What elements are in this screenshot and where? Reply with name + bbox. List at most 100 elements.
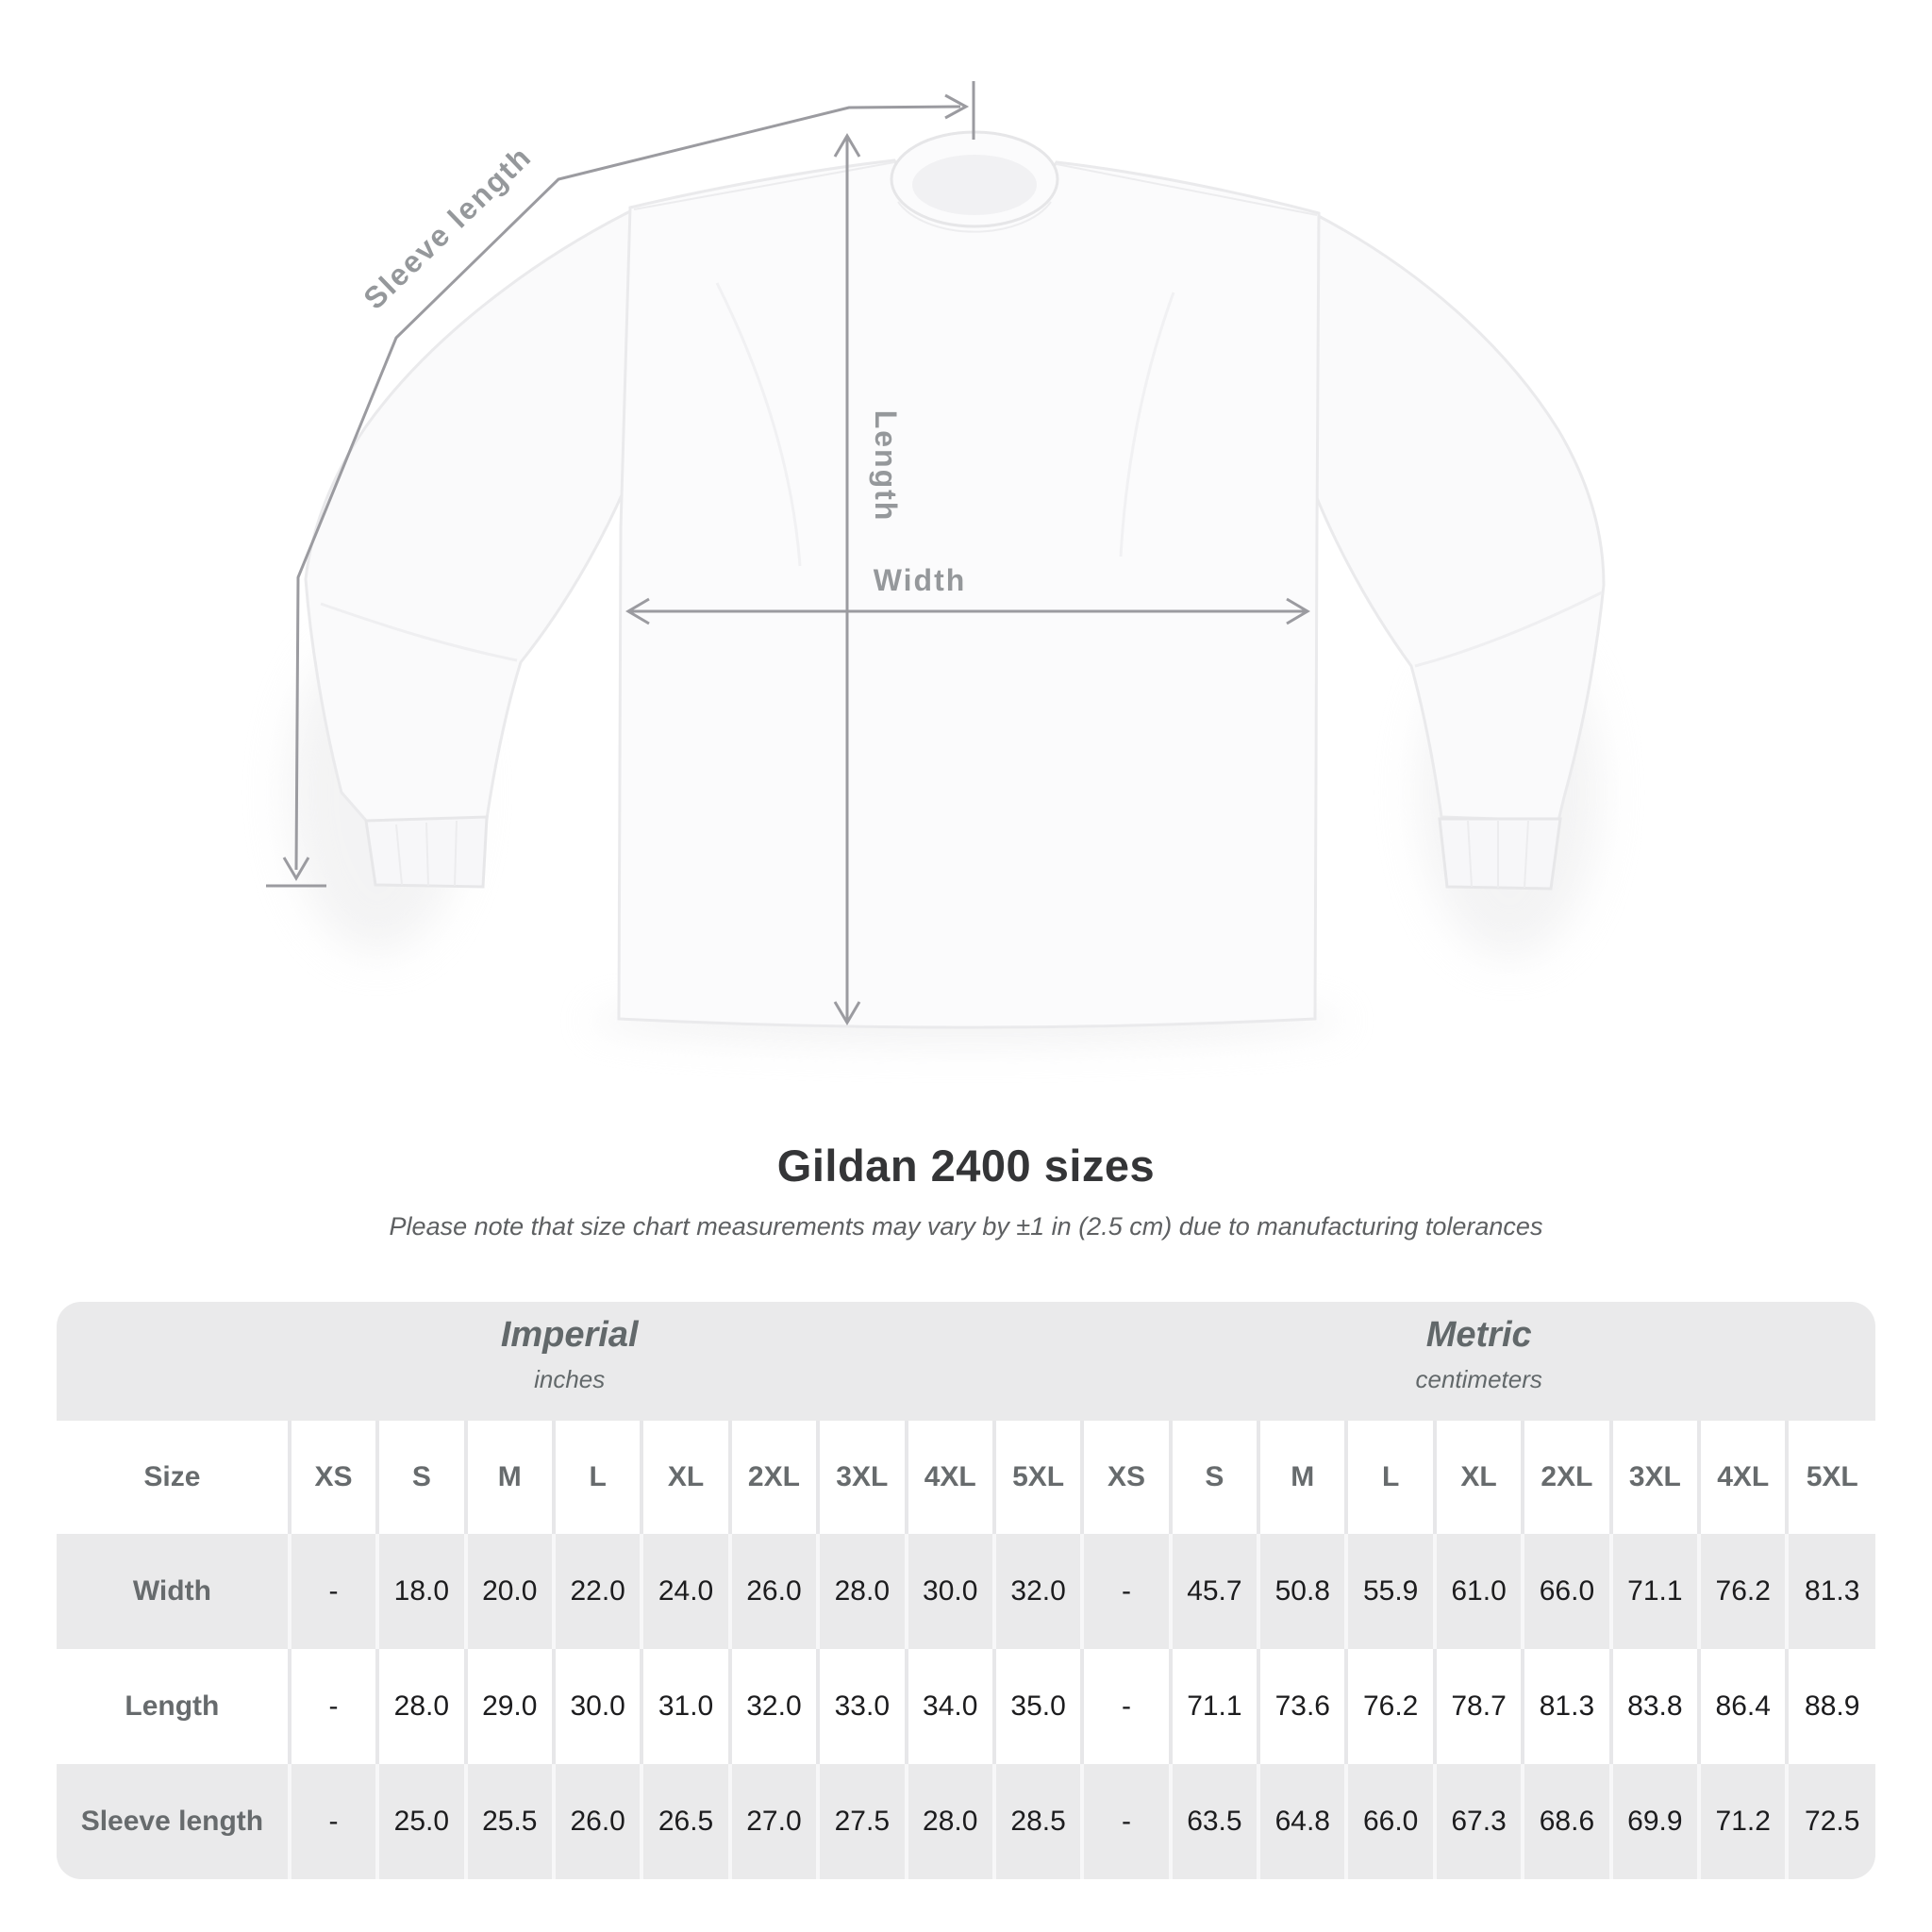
size-cell: - (287, 1534, 378, 1649)
size-cell: 27.5 (816, 1764, 907, 1879)
width-label: Width (874, 563, 967, 597)
size-cell: 76.2 (1697, 1534, 1788, 1649)
size-cell: 26.5 (640, 1764, 730, 1879)
size-cell: - (1080, 1764, 1171, 1879)
right-sleeve (1298, 210, 1606, 891)
size-cell: 18.0 (375, 1534, 466, 1649)
length-measure (833, 133, 861, 1025)
column-header: 3XL (816, 1421, 907, 1534)
size-cell: 27.0 (727, 1764, 819, 1879)
size-cell: 64.8 (1257, 1764, 1347, 1879)
size-cell: - (287, 1649, 378, 1764)
size-cell: 34.0 (904, 1649, 994, 1764)
size-cell: 32.0 (991, 1534, 1083, 1649)
column-header: 2XL (727, 1421, 819, 1534)
size-cell: 68.6 (1521, 1764, 1611, 1879)
column-header: 4XL (904, 1421, 994, 1534)
size-cell: - (287, 1764, 378, 1879)
right-cuff (1438, 817, 1562, 891)
column-header: 2XL (1521, 1421, 1611, 1534)
column-header: XS (287, 1421, 378, 1534)
size-cell: 71.2 (1697, 1764, 1788, 1879)
size-cell: 71.1 (1608, 1534, 1700, 1649)
unit-band: Imperial inches Metric centimeters (57, 1302, 1875, 1421)
column-header: XL (640, 1421, 730, 1534)
table-row: Width - 18.0 20.0 22.0 24.0 26.0 28.0 30… (57, 1534, 1875, 1649)
metric-label: Metric (1425, 1315, 1532, 1355)
column-header: L (551, 1421, 642, 1534)
size-cell: 28.0 (375, 1649, 466, 1764)
size-cell: 31.0 (640, 1649, 730, 1764)
size-cell: 28.5 (991, 1764, 1083, 1879)
size-header-row: Size XS S M L XL 2XL 3XL 4XL 5XL XS S M … (57, 1421, 1875, 1534)
size-cell: 55.9 (1344, 1534, 1435, 1649)
arrow-down-icon (282, 857, 310, 881)
column-header: 3XL (1608, 1421, 1700, 1534)
shirt-illustration: Sleeve length Length Width (266, 81, 1606, 1045)
size-cell: 71.1 (1168, 1649, 1259, 1764)
size-cell: 69.9 (1608, 1764, 1700, 1879)
size-cell: 28.0 (816, 1534, 907, 1649)
imperial-label: Imperial (500, 1315, 639, 1355)
column-header: XS (1080, 1421, 1171, 1534)
metric-group-header: Metric centimeters (1082, 1302, 1875, 1421)
arrow-up-icon (833, 133, 861, 158)
size-cell: 25.5 (463, 1764, 554, 1879)
sleeve-length-measure (266, 81, 975, 888)
column-header: 5XL (1785, 1421, 1875, 1534)
column-header: S (375, 1421, 466, 1534)
arrow-right-icon (944, 93, 970, 120)
size-column-header: Size (143, 1461, 201, 1492)
size-cell: 28.0 (904, 1764, 994, 1879)
column-header: 4XL (1697, 1421, 1788, 1534)
size-cell: 45.7 (1168, 1534, 1259, 1649)
size-cell: 30.0 (551, 1649, 642, 1764)
size-cell: 33.0 (816, 1649, 907, 1764)
size-cell: 26.0 (727, 1534, 819, 1649)
imperial-units: inches (534, 1365, 606, 1393)
size-cell: 22.0 (551, 1534, 642, 1649)
column-header: XL (1432, 1421, 1524, 1534)
arrow-right-icon (1286, 597, 1310, 625)
size-cell: 30.0 (904, 1534, 994, 1649)
size-cell: 35.0 (991, 1649, 1083, 1764)
size-cell: 78.7 (1432, 1649, 1524, 1764)
size-cell: 25.0 (375, 1764, 466, 1879)
caption: Gildan 2400 sizes Please note that size … (0, 1140, 1932, 1241)
size-cell: 81.3 (1521, 1649, 1611, 1764)
size-cell: 26.0 (551, 1764, 642, 1879)
column-header: 5XL (991, 1421, 1083, 1534)
imperial-group-header: Imperial inches (57, 1302, 1082, 1421)
column-header: M (1257, 1421, 1347, 1534)
arrow-down-icon (833, 1001, 861, 1025)
size-cell: 88.9 (1785, 1649, 1875, 1764)
collar (890, 130, 1059, 233)
column-header: S (1168, 1421, 1259, 1534)
size-cell: 76.2 (1344, 1649, 1435, 1764)
column-header: L (1344, 1421, 1435, 1534)
size-cell: 72.5 (1785, 1764, 1875, 1879)
shirt-body (617, 158, 1321, 1029)
size-cell: 83.8 (1608, 1649, 1700, 1764)
size-chart-table: Imperial inches Metric centimeters Size … (57, 1302, 1875, 1879)
size-cell: 67.3 (1432, 1764, 1524, 1879)
row-label: Sleeve length (80, 1806, 264, 1837)
size-cell: 86.4 (1697, 1649, 1788, 1764)
size-cell: 66.0 (1521, 1534, 1611, 1649)
row-label: Length (125, 1690, 220, 1722)
size-cell: 29.0 (463, 1649, 554, 1764)
size-cell: 20.0 (463, 1534, 554, 1649)
size-cell: 81.3 (1785, 1534, 1875, 1649)
metric-units: centimeters (1415, 1365, 1542, 1393)
table-row: Length - 28.0 29.0 30.0 31.0 32.0 33.0 3… (57, 1649, 1875, 1764)
size-cell: - (1080, 1534, 1171, 1649)
tolerance-note: Please note that size chart measurements… (389, 1212, 1543, 1241)
size-cell: - (1080, 1649, 1171, 1764)
left-sleeve (304, 207, 641, 889)
size-cell: 66.0 (1344, 1764, 1435, 1879)
length-label: Length (869, 410, 903, 523)
width-measure (625, 597, 1310, 625)
arrow-left-icon (625, 597, 650, 625)
table-row: Sleeve length - 25.0 25.5 26.0 26.5 27.0… (57, 1764, 1875, 1879)
